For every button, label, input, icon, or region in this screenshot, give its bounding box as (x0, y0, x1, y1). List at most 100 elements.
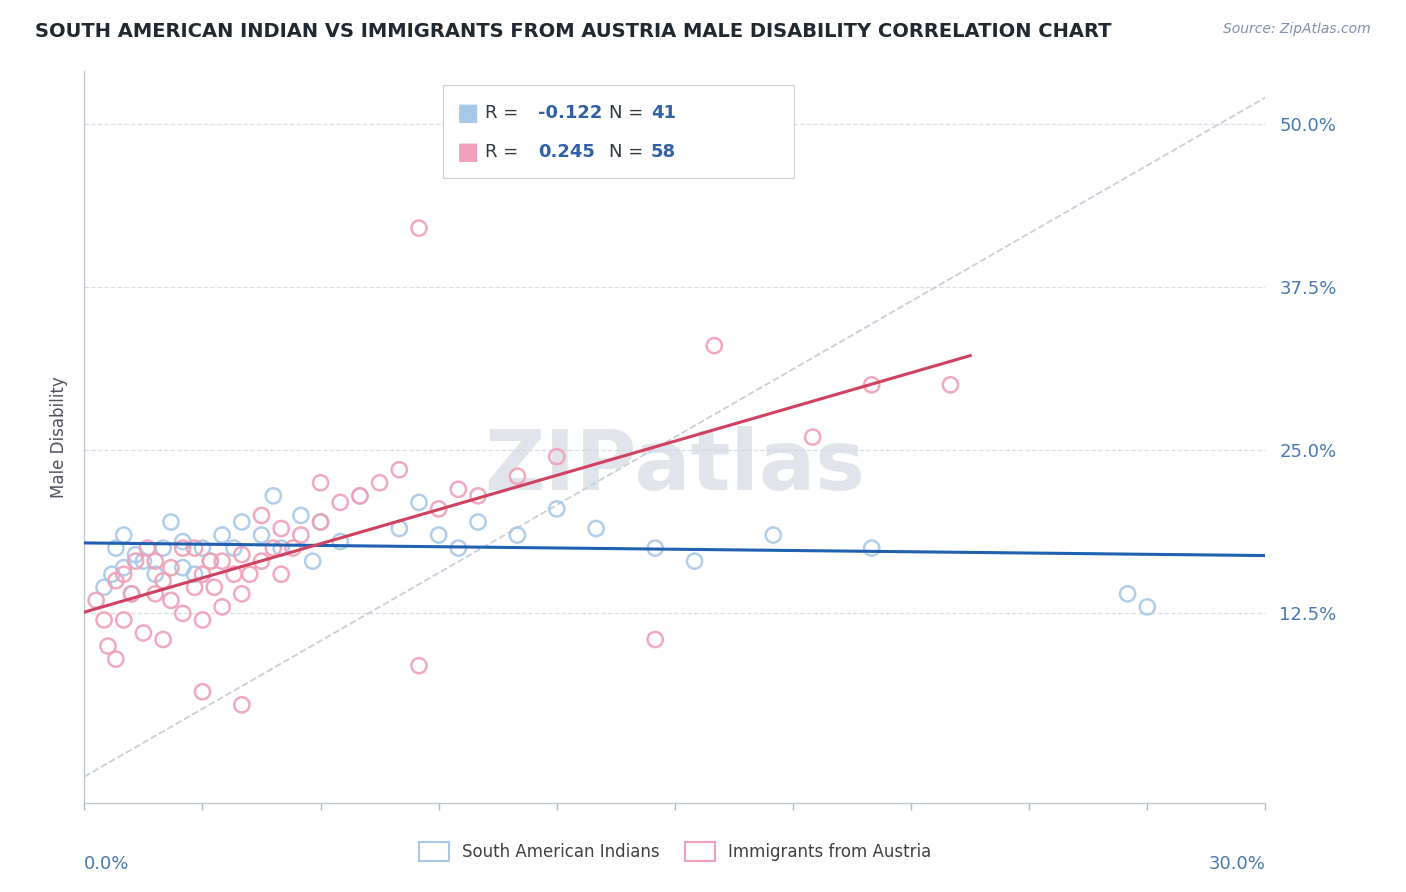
Point (262, 541, 284, 555)
Point (112, 567, 135, 582)
Point (211, 554, 233, 568)
Point (112, 528, 135, 542)
Point (143, 567, 166, 582)
Point (1136, 599, 1159, 614)
Point (172, 541, 194, 555)
Point (172, 534, 194, 549)
Point (270, 567, 292, 582)
Point (183, 541, 205, 555)
Point (104, 541, 127, 555)
Point (124, 548, 146, 562)
Point (290, 508, 312, 523)
Point (121, 587, 143, 601)
Point (211, 599, 233, 614)
Text: ■: ■ (457, 101, 479, 125)
Point (222, 567, 245, 582)
Point (152, 574, 174, 588)
Point (860, 541, 883, 555)
Point (101, 567, 124, 582)
Text: Source: ZipAtlas.com: Source: ZipAtlas.com (1223, 22, 1371, 37)
Point (683, 554, 706, 568)
Point (191, 541, 214, 555)
Point (329, 495, 352, 509)
Point (506, 528, 529, 542)
Point (408, 495, 430, 509)
Point (349, 489, 371, 503)
Point (388, 521, 411, 535)
Text: 0.245: 0.245 (538, 144, 595, 161)
Point (191, 613, 214, 627)
Point (160, 515, 183, 529)
Point (160, 593, 183, 607)
Point (191, 567, 214, 582)
Point (546, 450, 568, 464)
Point (447, 541, 470, 555)
Point (270, 521, 292, 535)
Point (191, 685, 214, 699)
Point (262, 489, 284, 503)
Text: ZIPatlas: ZIPatlas (485, 425, 865, 507)
Point (200, 554, 222, 568)
Text: 41: 41 (651, 103, 676, 122)
Point (93, 580, 115, 594)
Point (447, 483, 470, 497)
Point (136, 541, 159, 555)
Point (231, 587, 253, 601)
Point (388, 463, 411, 477)
Point (939, 377, 962, 392)
Point (143, 554, 166, 568)
Point (408, 658, 430, 673)
Point (104, 652, 127, 666)
Point (250, 554, 273, 568)
Text: 58: 58 (651, 144, 676, 161)
Text: R =: R = (485, 144, 524, 161)
Text: 0.0%: 0.0% (84, 855, 129, 873)
Point (585, 521, 607, 535)
Point (112, 613, 135, 627)
Point (309, 475, 332, 490)
Y-axis label: Male Disability: Male Disability (49, 376, 67, 498)
Point (703, 339, 725, 353)
Point (152, 632, 174, 647)
Point (231, 515, 253, 529)
Text: N =: N = (609, 144, 648, 161)
Point (250, 508, 273, 523)
Text: N =: N = (609, 103, 648, 122)
Point (427, 528, 450, 542)
Text: 30.0%: 30.0% (1209, 855, 1265, 873)
Point (250, 528, 273, 542)
Text: SOUTH AMERICAN INDIAN VS IMMIGRANTS FROM AUSTRIA MALE DISABILITY CORRELATION CHA: SOUTH AMERICAN INDIAN VS IMMIGRANTS FROM… (35, 22, 1112, 41)
Point (1116, 587, 1139, 601)
Point (801, 430, 824, 444)
Text: ■: ■ (457, 140, 479, 164)
Point (467, 489, 489, 503)
Point (368, 475, 391, 490)
Point (132, 554, 155, 568)
Point (270, 541, 292, 555)
Point (183, 580, 205, 594)
Point (84, 593, 107, 607)
Point (121, 587, 143, 601)
Point (309, 515, 332, 529)
Point (408, 221, 430, 235)
Point (200, 554, 222, 568)
Point (152, 541, 174, 555)
Text: -0.122: -0.122 (538, 103, 603, 122)
Point (427, 502, 450, 516)
Point (762, 528, 785, 542)
Text: R =: R = (485, 103, 524, 122)
Point (349, 489, 371, 503)
Point (301, 554, 323, 568)
Point (309, 515, 332, 529)
Point (281, 541, 304, 555)
Point (231, 548, 253, 562)
Point (124, 554, 146, 568)
Point (97, 639, 120, 653)
Point (329, 534, 352, 549)
Point (172, 560, 194, 574)
Point (132, 626, 155, 640)
Point (211, 528, 233, 542)
Point (183, 567, 205, 582)
Point (239, 567, 262, 582)
Point (143, 587, 166, 601)
